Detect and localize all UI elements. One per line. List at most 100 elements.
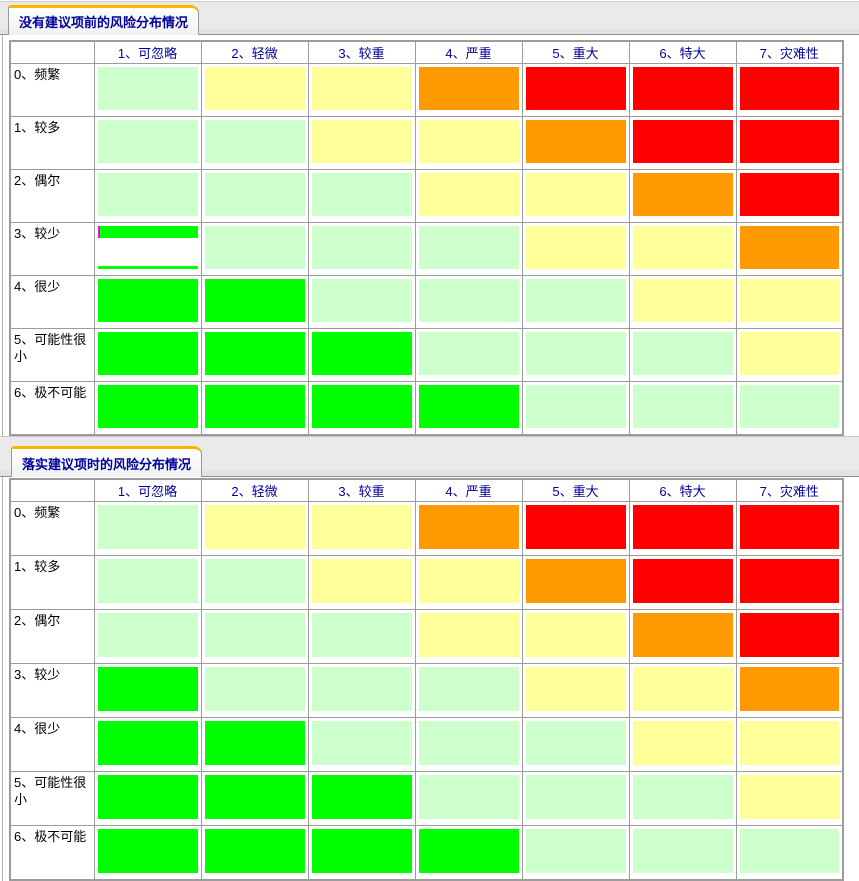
risk-cell-fill [204,331,305,375]
risk-cell-fill [311,612,412,657]
table-row: 3、较少 [9,221,844,276]
risk-cell [735,554,844,610]
corner-cell [9,478,95,502]
risk-cell [521,662,630,718]
column-header: 6、特大 [628,478,737,502]
risk-cell [414,662,523,718]
risk-cell [521,221,630,276]
risk-cell [93,274,202,329]
risk-cell-fill [739,172,839,216]
risk-cell [307,608,416,664]
risk-cell-fill [418,172,519,216]
risk-cell [414,380,523,435]
partial-magenta-sliver [97,225,100,238]
risk-cell [735,274,844,329]
row-header: 6、极不可能 [9,824,95,880]
risk-cell [200,500,309,556]
table-row: 6、极不可能 [9,824,844,880]
risk-cell [735,608,844,664]
risk-cell-fill [525,119,626,163]
risk-cell [628,168,737,223]
risk-cell-fill [418,384,519,428]
risk-cell-fill [739,384,839,428]
risk-cell [414,608,523,664]
risk-cell-fill [525,774,626,819]
risk-cell-fill [632,666,733,711]
row-header: 2、偶尔 [9,608,95,664]
row-header: 1、较多 [9,115,95,170]
risk-cell-fill [632,558,733,603]
risk-cell [307,327,416,382]
risk-cell [521,274,630,329]
risk-cell [628,824,737,880]
risk-cell [521,554,630,610]
risk-cell [521,500,630,556]
risk-cell-fill [632,119,733,163]
risk-cell [200,770,309,826]
risk-cell-fill [418,119,519,163]
risk-cell-fill [739,666,839,711]
risk-cell [414,500,523,556]
risk-cell-fill [97,331,198,375]
risk-cell [200,380,309,435]
risk-cell [93,824,202,880]
row-header: 6、极不可能 [9,380,95,435]
risk-cell-fill [204,774,305,819]
risk-cell [521,380,630,435]
tab-risk-with-recommendations[interactable]: 落实建议项时的风险分布情况 [11,446,203,477]
risk-cell-fill [632,612,733,657]
row-header: 5、可能性很小 [9,327,95,382]
risk-cell-fill [204,666,305,711]
risk-cell [93,380,202,435]
risk-cell-fill [311,384,412,428]
risk-cell [93,62,202,117]
risk-cell-fill [632,504,733,549]
partial-green-top-bar [97,225,198,238]
risk-cell [628,662,737,718]
column-header: 2、轻微 [200,478,309,502]
row-header: 4、很少 [9,274,95,329]
risk-cell [521,62,630,117]
risk-cell-fill [311,558,412,603]
table-row: 4、很少 [9,274,844,329]
risk-cell [307,274,416,329]
risk-cell [628,608,737,664]
risk-cell-fill [525,558,626,603]
row-header: 3、较少 [9,662,95,718]
table-row: 4、很少 [9,716,844,772]
risk-cell-fill [525,331,626,375]
risk-cell [735,770,844,826]
risk-cell [521,824,630,880]
column-header: 3、较重 [307,40,416,64]
risk-cell [200,716,309,772]
risk-cell [307,221,416,276]
table-row: 5、可能性很小 [9,770,844,826]
risk-cell-fill [632,66,733,110]
risk-cell [414,221,523,276]
column-header: 7、灾难性 [735,40,844,64]
table-row: 2、偶尔 [9,608,844,664]
risk-cell [414,274,523,329]
risk-cell-fill [418,720,519,765]
risk-cell-fill [739,225,839,269]
risk-cell [200,62,309,117]
risk-cell-fill [739,278,839,322]
risk-cell [307,62,416,117]
tab-risk-before-recommendations[interactable]: 没有建议项前的风险分布情况 [8,5,200,35]
risk-cell-fill [525,720,626,765]
row-header: 2、偶尔 [9,168,95,223]
risk-cell-fill [204,504,305,549]
risk-cell [628,62,737,117]
risk-cell [414,554,523,610]
risk-cell-fill [97,720,198,765]
risk-cell-fill [97,558,198,603]
risk-cell [414,327,523,382]
risk-cell-fill [418,612,519,657]
risk-cell [93,500,202,556]
risk-cell [521,115,630,170]
risk-cell [414,824,523,880]
risk-cell [521,327,630,382]
risk-cell-fill [204,172,305,216]
risk-cell-fill [204,384,305,428]
risk-cell-fill [311,774,412,819]
